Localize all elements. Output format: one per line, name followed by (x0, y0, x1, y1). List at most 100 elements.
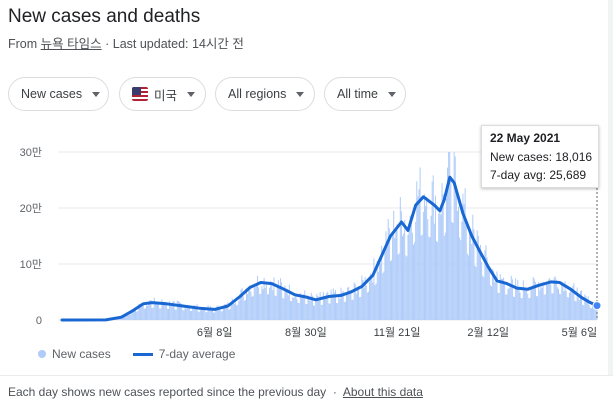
daily-bar (299, 303, 300, 320)
daily-bar (505, 294, 506, 320)
y-tick-label: 10만 (20, 258, 42, 271)
daily-bar (433, 175, 434, 320)
daily-bar (235, 303, 236, 320)
daily-bar (221, 311, 222, 320)
daily-bar (464, 204, 465, 320)
daily-bar (481, 262, 482, 320)
daily-bar (204, 310, 205, 320)
daily-bar (579, 300, 580, 320)
daily-bar (420, 167, 421, 320)
daily-bar (271, 282, 272, 320)
chevron-down-icon (388, 92, 396, 97)
metric-dropdown[interactable]: New cases (8, 77, 109, 111)
daily-bar (245, 300, 246, 320)
daily-bar (254, 285, 255, 320)
daily-bar (539, 290, 540, 320)
daily-bar (439, 211, 440, 320)
daily-bar (460, 240, 461, 320)
scrollbar-track[interactable] (608, 0, 613, 375)
chevron-down-icon (92, 92, 100, 97)
hover-marker (593, 302, 601, 310)
daily-bar (346, 293, 347, 320)
daily-bar (537, 296, 538, 320)
source-link[interactable]: 뉴욕 타임스 (41, 37, 102, 51)
daily-bar (397, 224, 398, 320)
daily-bar (380, 263, 381, 320)
daily-bar (513, 297, 514, 320)
daily-bar (344, 302, 345, 320)
daily-bar (527, 294, 528, 320)
country-dropdown-label: 미국 (154, 85, 177, 104)
daily-bar (304, 290, 305, 320)
daily-bar (547, 285, 548, 320)
daily-bar (195, 308, 196, 320)
daily-bar (404, 220, 405, 320)
daily-bar (323, 292, 324, 320)
daily-bar (298, 303, 299, 320)
daily-bar (411, 221, 412, 320)
daily-bar (549, 278, 550, 320)
daily-bar (401, 211, 402, 320)
daily-bar (190, 311, 191, 320)
footer-sep: · (333, 385, 337, 399)
legend-new-cases: New cases (52, 347, 111, 361)
daily-bar (561, 281, 562, 320)
daily-bar (236, 305, 237, 320)
daily-bar (546, 284, 547, 320)
daily-bar (538, 282, 539, 320)
metric-dropdown-label: New cases (21, 87, 82, 101)
daily-bar (563, 291, 564, 320)
region-dropdown[interactable]: All regions (215, 77, 315, 111)
daily-bar (409, 224, 410, 320)
daily-bar (451, 222, 452, 320)
daily-bar (142, 305, 143, 320)
daily-bar (375, 285, 376, 320)
daily-bar (504, 282, 505, 320)
daily-bar (459, 237, 460, 320)
daily-bar (456, 186, 457, 320)
daily-bar (524, 289, 525, 320)
daily-bar (507, 289, 508, 320)
daily-bar (205, 312, 206, 320)
daily-bar (160, 308, 161, 320)
daily-bar (400, 197, 401, 320)
daily-bar (390, 261, 391, 320)
daily-bar (159, 308, 160, 320)
about-data-link[interactable]: About this data (343, 385, 423, 399)
daily-bar (305, 304, 306, 320)
daily-bar (286, 292, 287, 320)
daily-bar (337, 303, 338, 320)
daily-bar (520, 293, 521, 320)
x-tick-label: 5월 6일 (562, 325, 598, 339)
daily-bar (340, 288, 341, 320)
daily-bar (413, 245, 414, 320)
daily-bar (467, 253, 468, 320)
daily-bar (476, 267, 477, 320)
legend-avg: 7-day average (159, 347, 236, 361)
daily-bar (321, 305, 322, 320)
daily-bar (130, 315, 131, 320)
daily-bar (270, 281, 271, 320)
daily-bar (255, 287, 256, 320)
daily-bar (438, 214, 439, 320)
daily-bar (542, 288, 543, 320)
time-dropdown[interactable]: All time (324, 77, 406, 111)
daily-bar (551, 293, 552, 320)
daily-bar (259, 294, 260, 320)
daily-bar (491, 286, 492, 320)
daily-bar (266, 282, 267, 320)
daily-bar (187, 307, 188, 320)
daily-bar (219, 309, 220, 320)
daily-bar (574, 301, 575, 320)
daily-bar (437, 242, 438, 320)
country-dropdown[interactable]: 미국 (119, 77, 206, 111)
daily-bar (280, 278, 281, 320)
y-tick-label: 0 (36, 315, 42, 327)
daily-bar (494, 282, 495, 320)
daily-bar (414, 242, 415, 320)
daily-bar (361, 276, 362, 320)
daily-bar (319, 298, 320, 320)
daily-bar (155, 303, 156, 320)
daily-bar (407, 235, 408, 320)
daily-bar (141, 307, 142, 320)
